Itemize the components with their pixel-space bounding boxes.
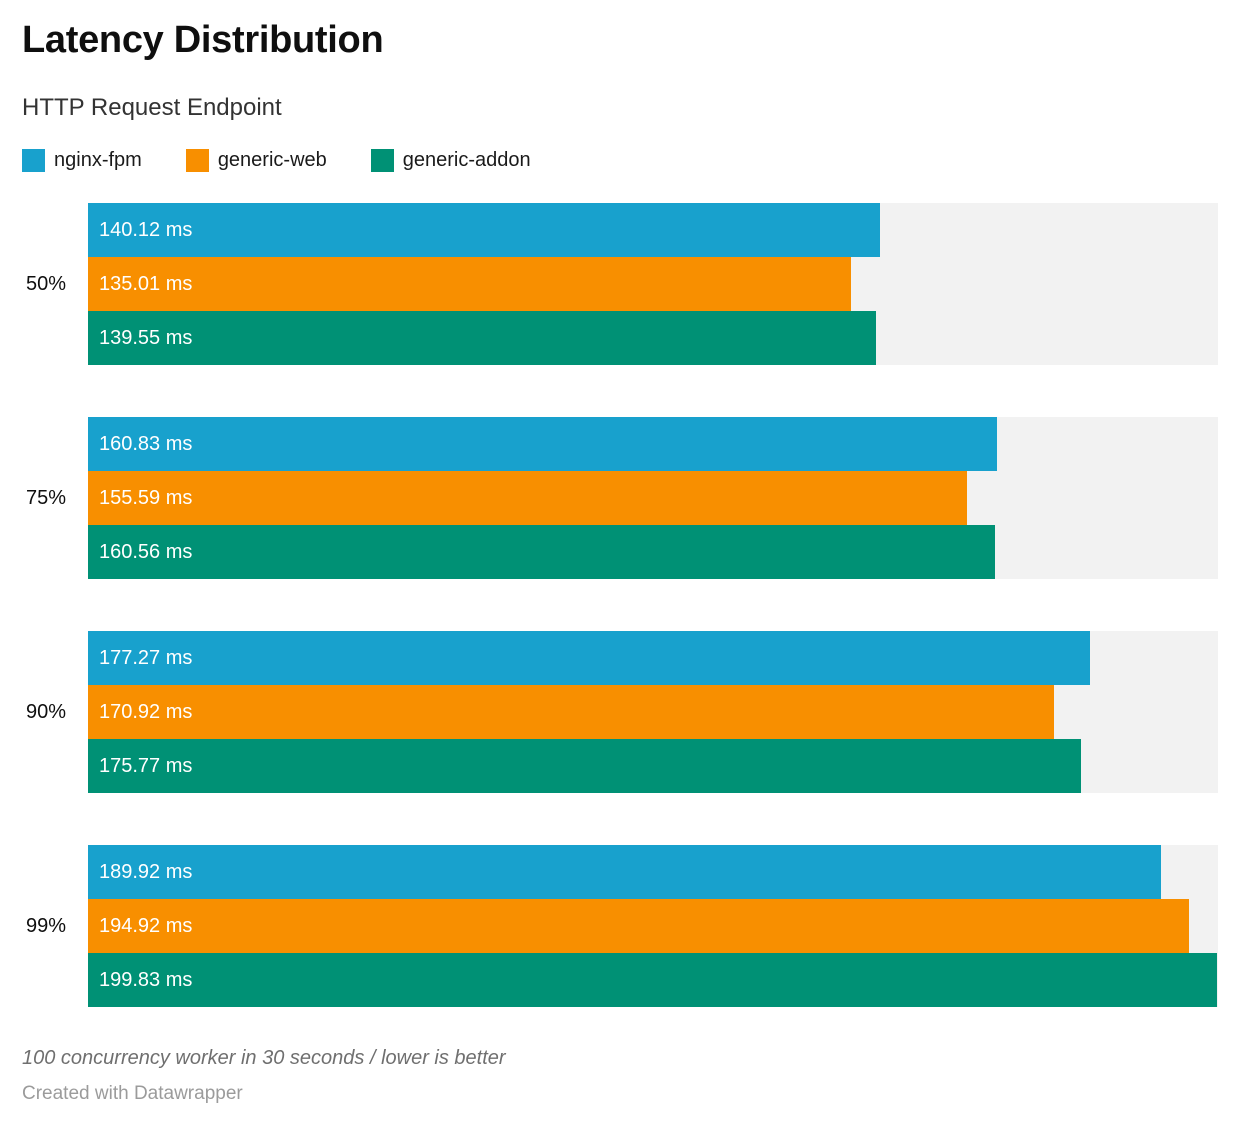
bar-group-99%: 99% 189.92 ms 194.92 ms 199.83 ms (22, 845, 1218, 1007)
bar-value-label: 189.92 ms (99, 860, 193, 883)
bar-generic-web: 194.92 ms (88, 899, 1190, 953)
bar-value-label: 139.55 ms (99, 326, 193, 349)
bar-nginx-fpm: 189.92 ms (88, 845, 1162, 899)
bar-value-label: 140.12 ms (99, 218, 193, 241)
bar-value-label: 177.27 ms (99, 646, 193, 669)
bar-track: 177.27 ms 170.92 ms 175.77 ms (88, 631, 1218, 793)
footer-note: 100 concurrency worker in 30 seconds / l… (22, 1047, 506, 1069)
category-label: 50% (25, 272, 66, 295)
bar-value-label: 199.83 ms (99, 968, 193, 991)
bar-generic-addon: 199.83 ms (88, 953, 1218, 1007)
bar-nginx-fpm: 177.27 ms (88, 631, 1090, 685)
legend-label: generic-addon (402, 148, 531, 171)
bar-value-label: 160.56 ms (99, 540, 193, 563)
legend-label: nginx-fpm (54, 148, 142, 171)
legend-item-generic-addon: generic-addon (370, 148, 531, 172)
bar-value-label: 194.92 ms (99, 914, 193, 937)
bar-plot: 50% 140.12 ms 135.01 ms 139.55 ms 75% 160.83 … (22, 203, 1218, 1007)
legend-swatch-icon (185, 148, 209, 172)
bar-generic-addon: 139.55 ms (88, 311, 877, 365)
category-label: 90% (25, 700, 66, 723)
bar-nginx-fpm: 140.12 ms (88, 203, 880, 257)
category-label: 99% (25, 914, 66, 937)
legend-swatch-icon (22, 148, 45, 172)
bar-value-label: 160.83 ms (99, 432, 193, 455)
legend-item-nginx-fpm: nginx-fpm (22, 148, 142, 172)
legend-item-generic-web: generic-web (185, 148, 327, 172)
bar-generic-addon: 160.56 ms (88, 525, 996, 579)
bar-value-label: 135.01 ms (99, 272, 193, 295)
bar-track: 140.12 ms 135.01 ms 139.55 ms (88, 203, 1218, 365)
bar-group-90%: 90% 177.27 ms 170.92 ms 175.77 ms (22, 631, 1218, 793)
bar-value-label: 175.77 ms (99, 754, 193, 777)
bar-group-75%: 75% 160.83 ms 155.59 ms 160.56 ms (22, 417, 1218, 579)
chart-subtitle: HTTP Request Endpoint (22, 94, 282, 121)
legend: nginx-fpm generic-web generic-addon (22, 148, 1218, 172)
datawrapper-attribution-link[interactable]: Created with Datawrapper (22, 1083, 243, 1104)
bar-nginx-fpm: 160.83 ms (88, 417, 997, 471)
legend-label: generic-web (217, 148, 327, 171)
bar-generic-web: 155.59 ms (88, 471, 968, 525)
bar-generic-addon: 175.77 ms (88, 739, 1082, 793)
bar-track: 160.83 ms 155.59 ms 160.56 ms (88, 417, 1218, 579)
bar-value-label: 155.59 ms (99, 486, 193, 509)
chart-title: Latency Distribution (22, 19, 384, 61)
bar-track: 189.92 ms 194.92 ms 199.83 ms (88, 845, 1218, 1007)
bar-group-50%: 50% 140.12 ms 135.01 ms 139.55 ms (22, 203, 1218, 365)
bar-value-label: 170.92 ms (99, 700, 193, 723)
legend-swatch-icon (370, 148, 394, 172)
bar-generic-web: 170.92 ms (88, 685, 1054, 739)
category-label: 75% (25, 486, 66, 509)
bar-generic-web: 135.01 ms (88, 257, 851, 311)
